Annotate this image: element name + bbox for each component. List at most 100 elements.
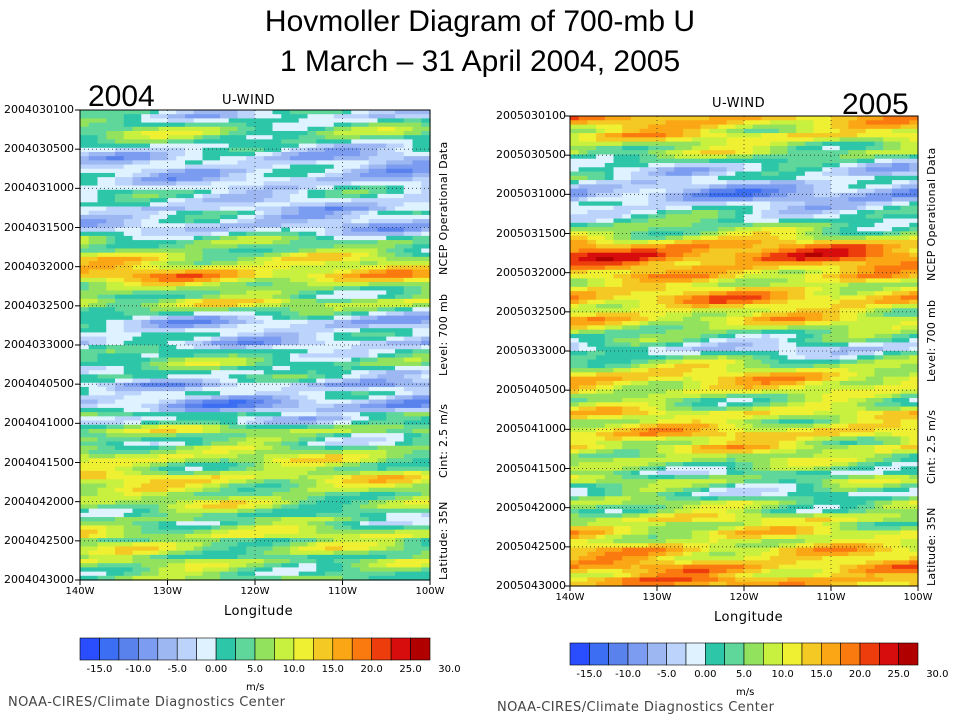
heatmap-cell <box>150 475 160 480</box>
heatmap-cell <box>307 244 317 250</box>
heatmap-cell <box>123 563 134 569</box>
heatmap-cell <box>246 416 256 422</box>
heatmap-cell <box>141 135 151 140</box>
heatmap-cell <box>167 248 177 254</box>
heatmap-cell <box>333 458 344 464</box>
heatmap-cell <box>290 151 300 157</box>
heatmap-cell <box>106 512 116 518</box>
heatmap-cell <box>333 374 344 380</box>
heatmap-cell <box>158 126 169 132</box>
heatmap-cell <box>307 248 317 254</box>
heatmap-cell <box>228 336 239 342</box>
heatmap-cell <box>158 378 169 384</box>
heatmap-cell <box>351 227 361 233</box>
heatmap-cell <box>158 164 169 170</box>
heatmap-cell <box>412 575 422 581</box>
heatmap-cell <box>123 454 134 459</box>
heatmap-cell <box>132 441 142 447</box>
heatmap-cell <box>158 336 169 342</box>
heatmap-cell <box>316 223 326 229</box>
heatmap-cell <box>281 189 291 195</box>
heatmap-cell <box>158 462 169 468</box>
heatmap-cell <box>80 542 90 548</box>
heatmap-cell <box>150 504 160 510</box>
heatmap-cell <box>193 198 204 203</box>
heatmap-cell <box>395 311 405 317</box>
heatmap-cell <box>717 150 728 156</box>
heatmap-cell <box>333 147 344 153</box>
heatmap-cell <box>185 554 195 560</box>
heatmap-cell <box>220 265 230 271</box>
heatmap-cell <box>115 441 125 447</box>
heatmap-cell <box>290 189 300 195</box>
heatmap-cell <box>325 353 335 359</box>
heatmap-cell <box>106 475 116 480</box>
heatmap-cell <box>202 248 212 254</box>
heatmap-cell <box>123 575 134 581</box>
heatmap-cell <box>316 567 326 573</box>
heatmap-cell <box>263 324 274 329</box>
side-label: NCEP Operational Data <box>437 141 450 275</box>
heatmap-cell <box>822 154 832 160</box>
heatmap-cell <box>228 567 239 573</box>
heatmap-cell <box>360 319 370 325</box>
heatmap-cell <box>167 395 177 401</box>
heatmap-cell <box>150 336 160 342</box>
heatmap-cell <box>115 403 125 409</box>
heatmap-cell <box>281 139 291 145</box>
heatmap-cell <box>211 416 221 422</box>
heatmap-cell <box>368 210 379 216</box>
heatmap-cell <box>900 141 910 147</box>
heatmap-cell <box>106 286 116 292</box>
heatmap-cell <box>377 475 387 480</box>
heatmap-cell <box>316 164 326 170</box>
heatmap-cell <box>316 122 326 128</box>
heatmap-cell <box>316 374 326 380</box>
heatmap-cell <box>570 158 580 164</box>
heatmap-cell <box>106 252 116 258</box>
heatmap-cell <box>263 273 274 279</box>
heatmap-cell <box>150 441 160 447</box>
heatmap-cell <box>290 307 300 313</box>
heatmap-cell <box>106 395 116 401</box>
heatmap-cell <box>421 504 431 510</box>
heatmap-cell <box>368 533 379 539</box>
heatmap-cell <box>342 542 352 548</box>
heatmap-cell <box>735 120 745 126</box>
heatmap-cell <box>150 147 160 153</box>
heatmap-cell <box>316 433 326 438</box>
heatmap-cell <box>237 361 247 367</box>
heatmap-cell <box>403 110 414 115</box>
heatmap-cell <box>307 391 317 396</box>
heatmap-cell <box>255 118 265 124</box>
heatmap-cell <box>132 185 142 191</box>
heatmap-cell <box>316 294 326 300</box>
heatmap-cell <box>228 261 239 266</box>
heatmap-cell <box>185 563 195 569</box>
heatmap-cell <box>377 185 387 191</box>
heatmap-cell <box>185 500 195 506</box>
heatmap-cell <box>106 332 116 338</box>
heatmap-cell <box>167 139 177 145</box>
heatmap-cell <box>176 466 186 472</box>
heatmap-cell <box>167 294 177 300</box>
heatmap-cell <box>298 433 309 438</box>
heatmap-cell <box>578 116 588 121</box>
heatmap-cell <box>115 365 125 371</box>
heatmap-cell <box>211 160 221 166</box>
colorbar-swatch <box>99 637 120 661</box>
heatmap-cell <box>298 235 309 241</box>
heatmap-cell <box>325 365 335 371</box>
heatmap-cell <box>386 135 396 140</box>
heatmap-cell <box>342 118 352 124</box>
heatmap-cell <box>665 158 675 164</box>
x-tick-label: 130W <box>153 586 182 597</box>
colorbar-2004 <box>79 637 431 661</box>
heatmap-cell <box>717 145 728 151</box>
heatmap-cell <box>386 294 396 300</box>
heatmap-cell <box>88 231 99 237</box>
heatmap-cell <box>202 428 212 434</box>
heatmap-cell <box>307 147 317 153</box>
heatmap-cell <box>115 189 125 195</box>
heatmap-cell <box>368 294 379 300</box>
